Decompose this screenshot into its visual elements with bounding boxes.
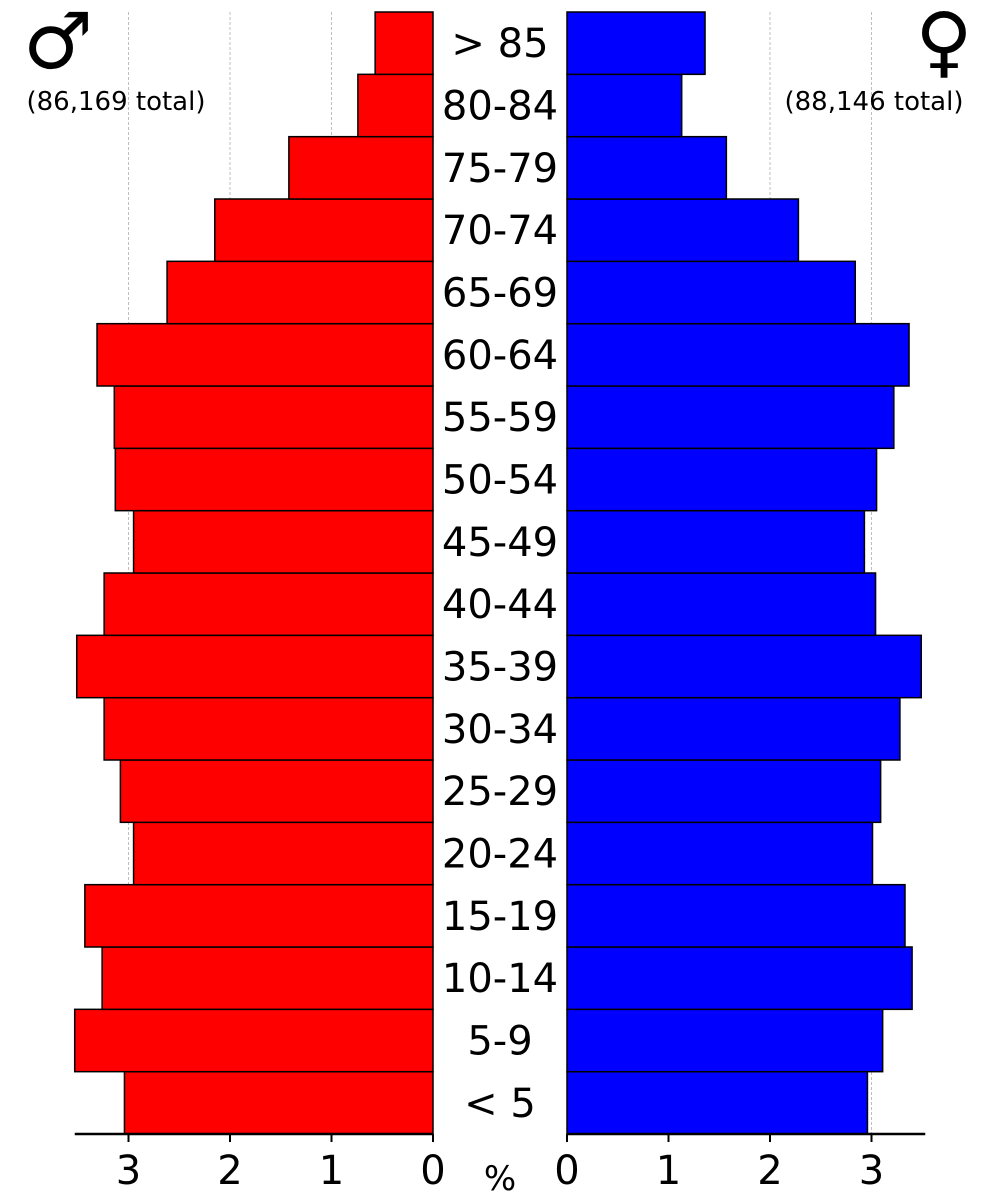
female-bar-80-84 [566, 73, 683, 138]
female-bar-20-24 [566, 821, 874, 886]
age-group-label-20-24: 20-24 [442, 832, 558, 878]
female-bar-15-19 [566, 883, 906, 948]
male-total-label: (86,169 total) [27, 87, 206, 117]
age-group-label-55-59: 55-59 [442, 395, 558, 441]
age-group-label-75-79: 75-79 [442, 146, 558, 192]
male-bar-35-39 [75, 634, 434, 699]
male-bar-65-69 [166, 260, 434, 325]
male-bar-15-19 [84, 883, 434, 948]
male-bar-80-84 [357, 73, 434, 138]
age-group-label-10-14: 10-14 [442, 956, 558, 1002]
female-tick-label-0: 0 [554, 1148, 579, 1194]
age-group-label-70-74: 70-74 [442, 208, 558, 254]
male-bar-70-74 [214, 198, 434, 263]
bars-layer [73, 11, 922, 1135]
male-bar-30-34 [103, 696, 434, 761]
female-tick-label-2: 2 [757, 1148, 782, 1194]
age-group-label-35-39: 35-39 [442, 645, 558, 691]
age-group-label-60-64: 60-64 [442, 333, 558, 379]
male-symbol-icon: ♂ [23, 0, 93, 87]
male-bar-55-59 [113, 385, 434, 450]
male-bar-60-64 [96, 322, 434, 387]
female-bar-55-59 [566, 385, 895, 450]
female-bar-40-44 [566, 572, 877, 637]
male-tick-label-0: 0 [420, 1148, 445, 1194]
female-tick-label-3: 3 [859, 1148, 884, 1194]
age-group-label-50-54: 50-54 [442, 458, 558, 504]
age-group-label-85: > 85 [451, 21, 548, 67]
female-bar-5-9 [566, 1008, 884, 1073]
age-labels-layer: < 5 5-9 10-14 15-19 20-24 25-29 30-34 35-39 40-4… [442, 21, 558, 1127]
age-group-label-5: < 5 [464, 1081, 536, 1127]
male-bar-50-54 [114, 447, 434, 512]
female-symbol-icon: ♀ [915, 0, 972, 87]
male-bar-45-49 [132, 509, 434, 574]
age-group-label-65-69: 65-69 [442, 271, 558, 317]
female-bar-45-49 [566, 509, 866, 574]
female-bar-25-29 [566, 759, 882, 824]
male-tick-label-1: 1 [319, 1148, 344, 1194]
male-bar-85 [374, 11, 434, 76]
female-bar-60-64 [566, 322, 910, 387]
male-bar-5 [123, 1070, 434, 1135]
female-bar-30-34 [566, 696, 901, 761]
female-bar-35-39 [566, 634, 922, 699]
female-total-label: (88,146 total) [785, 87, 964, 117]
female-bar-85 [566, 11, 706, 76]
age-group-label-25-29: 25-29 [442, 769, 558, 815]
female-bar-65-69 [566, 260, 857, 325]
female-bar-5 [566, 1070, 869, 1135]
age-group-label-80-84: 80-84 [442, 84, 558, 130]
male-tick-label-3: 3 [116, 1148, 141, 1194]
male-bar-40-44 [103, 572, 434, 637]
x-axis-unit-label: % [484, 1159, 516, 1199]
axis-layer: 0 0 1 1 2 2 3 3 [74, 1132, 926, 1194]
female-bar-75-79 [566, 135, 728, 200]
male-bar-25-29 [119, 759, 434, 824]
female-bar-50-54 [566, 447, 878, 512]
male-tick-label-2: 2 [217, 1148, 242, 1194]
age-group-label-30-34: 30-34 [442, 707, 558, 753]
male-bar-5-9 [73, 1008, 434, 1073]
female-bar-10-14 [566, 946, 913, 1011]
age-group-label-15-19: 15-19 [442, 894, 558, 940]
age-group-label-40-44: 40-44 [442, 582, 558, 628]
male-bar-75-79 [288, 135, 434, 200]
age-group-label-45-49: 45-49 [442, 520, 558, 566]
female-bar-70-74 [566, 198, 800, 263]
male-bar-20-24 [132, 821, 434, 886]
male-bar-10-14 [101, 946, 434, 1011]
female-tick-label-1: 1 [656, 1148, 681, 1194]
age-group-label-5-9: 5-9 [467, 1019, 532, 1065]
